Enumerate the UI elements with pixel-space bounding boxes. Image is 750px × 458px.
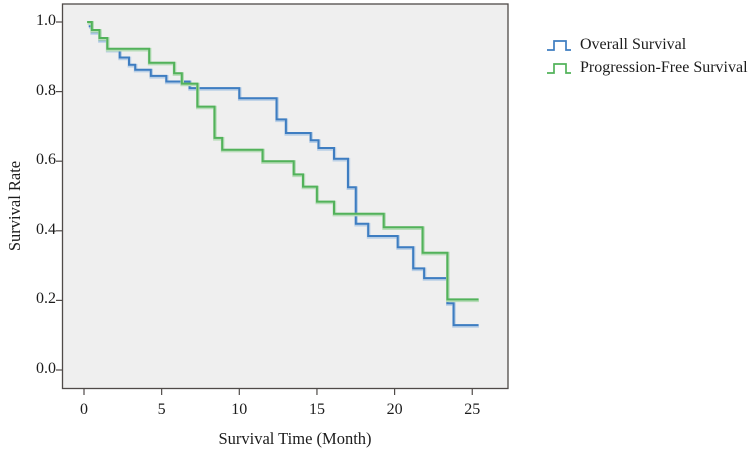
legend-item-progression-free-survival: Progression-Free Survival bbox=[546, 56, 748, 79]
survival-curve-0 bbox=[88, 25, 479, 327]
x-tick-label: 10 bbox=[231, 401, 248, 418]
legend-item-overall-survival: Overall Survival bbox=[546, 33, 748, 56]
y-tick-label: 0.4 bbox=[36, 220, 56, 238]
x-tick-label: 25 bbox=[464, 401, 481, 418]
survival-curve-1 bbox=[87, 21, 479, 301]
step-line-glyph-green bbox=[547, 62, 571, 74]
y-tick-label: 0.8 bbox=[36, 81, 56, 99]
x-tick-label: 0 bbox=[80, 401, 88, 418]
y-tick-label: 0.2 bbox=[36, 290, 56, 308]
x-tick-label: 5 bbox=[157, 401, 166, 418]
y-tick-label: 1.0 bbox=[36, 12, 56, 29]
legend: Overall Survival Progression-Free Surviv… bbox=[546, 33, 748, 79]
legend-label: Progression-Free Survival bbox=[580, 58, 748, 76]
y-tick-label: 0.0 bbox=[36, 360, 56, 377]
x-tick-label: 20 bbox=[386, 401, 403, 418]
y-tick-label: 0.6 bbox=[36, 151, 56, 169]
legend-label: Overall Survival bbox=[580, 35, 687, 53]
x-tick-label: 15 bbox=[308, 401, 325, 418]
x-axis-title: Survival Time (Month) bbox=[218, 429, 372, 448]
step-line-glyph-blue bbox=[547, 39, 571, 51]
